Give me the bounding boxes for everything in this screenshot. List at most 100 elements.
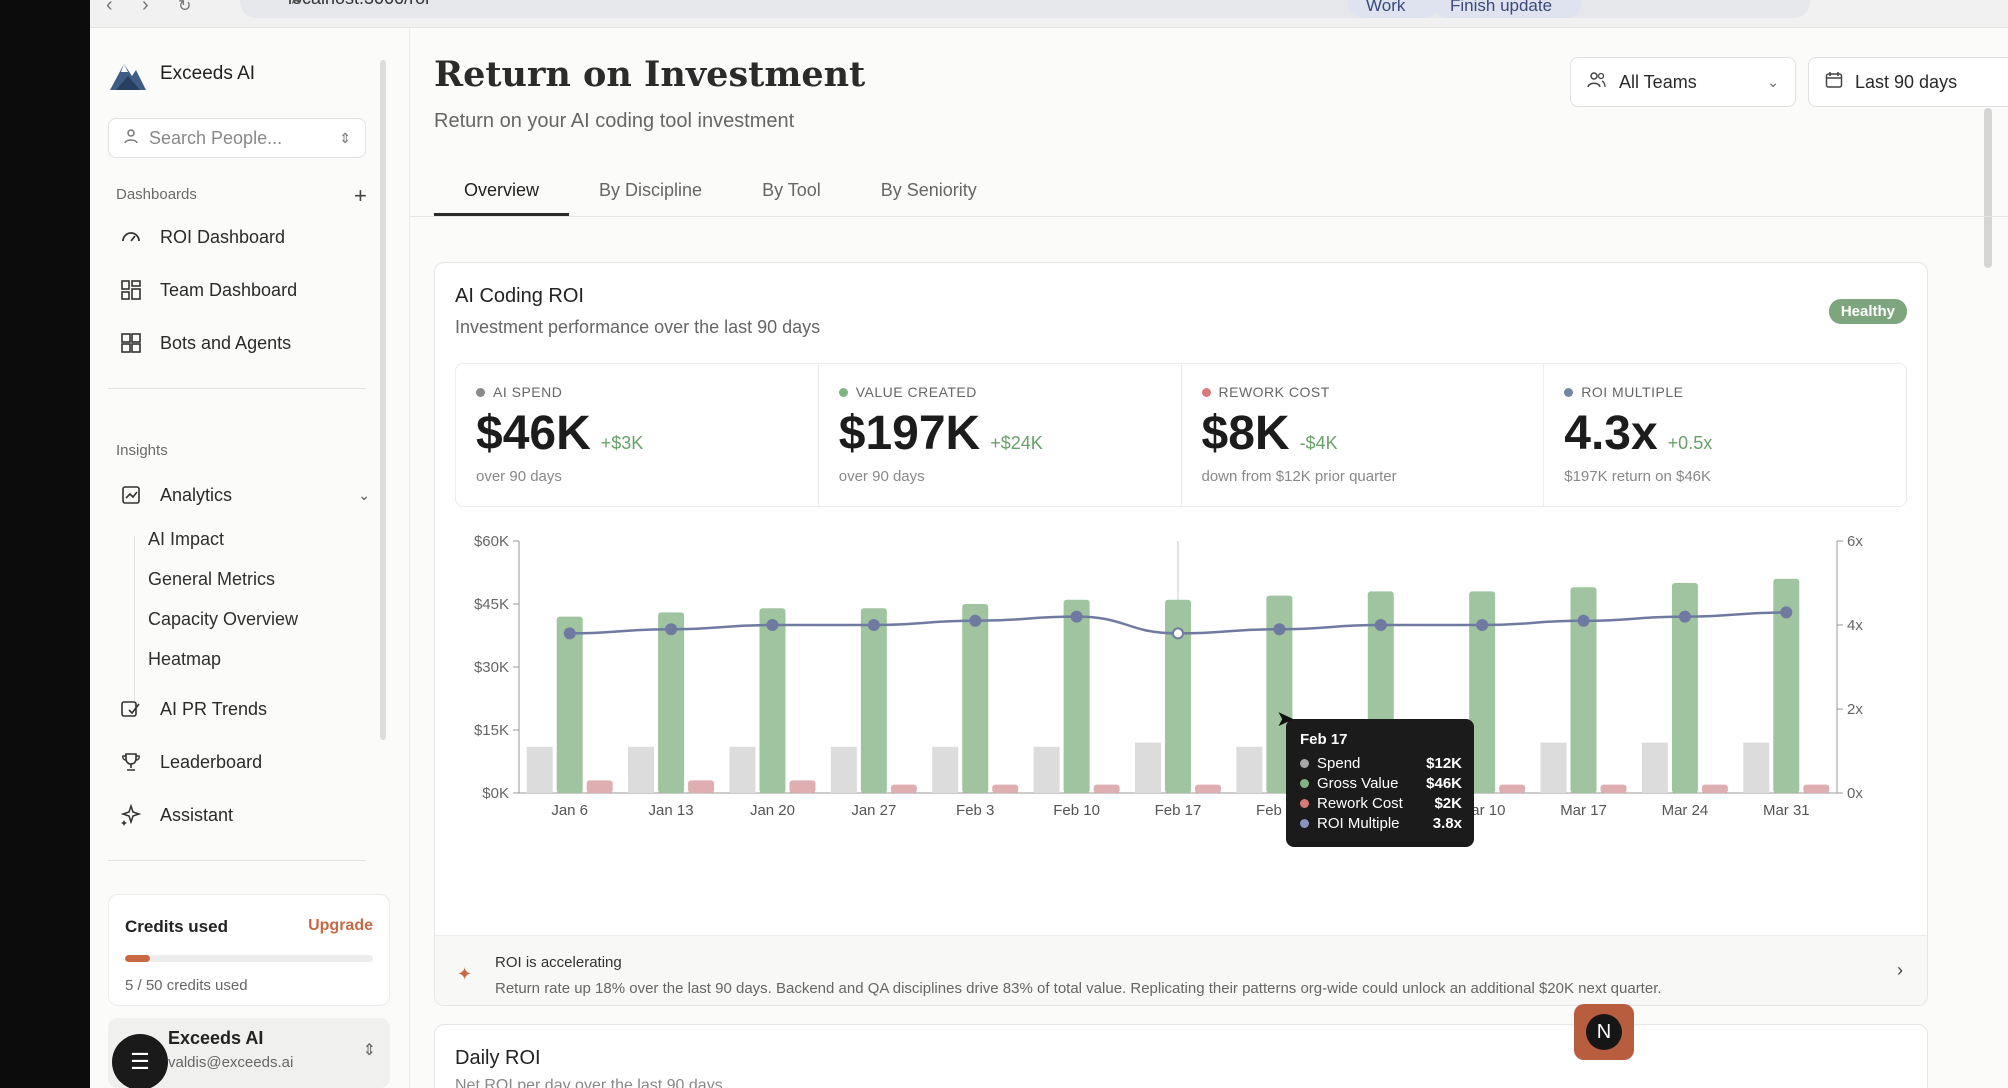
person-icon <box>123 128 139 149</box>
kpi-value: 4.3x +0.5x <box>1564 406 1712 461</box>
insight-body: Return rate up 18% over the last 90 days… <box>495 980 1662 997</box>
sidebar-item-label: Bots and Agents <box>160 332 292 353</box>
upgrade-link[interactable]: Upgrade <box>308 917 373 934</box>
sidebar-item-assistant[interactable]: Assistant <box>120 804 233 826</box>
bar-spend <box>1540 742 1567 793</box>
search-people-input[interactable]: Search People... ⇕ <box>108 118 366 158</box>
bar-gross-value <box>1266 595 1293 793</box>
kpi-row: AI SPEND $46K +$3K over 90 days VALUE CRE… <box>455 363 1907 507</box>
sidebar-item-analytics[interactable]: Analytics ⌄ <box>120 484 370 506</box>
bookmark-star-icon[interactable]: ★ <box>288 0 1790 9</box>
n-logo-icon: N <box>1586 1014 1622 1050</box>
bar-spend <box>1033 746 1060 793</box>
x-tick-label: Jan 6 <box>551 802 588 819</box>
legend-dot <box>1300 819 1309 828</box>
legend-dot <box>1201 387 1211 397</box>
kpi-value-text: $46K <box>476 407 591 460</box>
sidebar-scrollbar[interactable] <box>380 60 386 740</box>
pr-icon <box>120 698 142 720</box>
sidebar-subitem-heatmap[interactable]: Heatmap <box>148 649 222 669</box>
bar-gross-value <box>860 608 887 793</box>
bar-spend <box>1135 742 1161 793</box>
tab-overview[interactable]: Overview <box>434 168 570 216</box>
roi-point <box>1577 614 1590 627</box>
kpi-value: $8K -$4K <box>1202 406 1338 461</box>
brand[interactable]: Exceeds AI <box>108 56 255 92</box>
kpi-label-text: AI SPEND <box>493 384 563 400</box>
tooltip-row: Spend $12K <box>1300 755 1462 772</box>
profile-pill[interactable]: Work <box>1348 0 1440 18</box>
next-devtools-button[interactable]: N <box>1574 1004 1634 1060</box>
sidebar-item-leaderboard[interactable]: Leaderboard <box>120 751 262 773</box>
card-title: AI Coding ROI <box>455 285 584 307</box>
browser-toolbar: ‹ › ↻ localhost:3000/roi ★ Work Finish u… <box>90 0 2008 28</box>
sidebar-item-bots-and-agents[interactable]: Bots and Agents <box>120 332 291 354</box>
team-filter-dropdown[interactable]: All Teams ⌄ <box>1570 57 1796 107</box>
y-tick-label: $15K <box>474 722 509 739</box>
bar-gross-value <box>962 604 989 793</box>
kpi-label-text: VALUE CREATED <box>855 384 977 400</box>
search-placeholder: Search People... <box>149 127 283 148</box>
x-tick-label: Jan 27 <box>851 802 896 819</box>
reload-icon[interactable]: ↻ <box>178 0 192 15</box>
tooltip-value: $2K <box>1434 795 1462 812</box>
kpi-delta: +$24K <box>990 433 1043 453</box>
bar-gross-value <box>1469 591 1496 793</box>
kpi-note: over 90 days <box>838 468 925 485</box>
sidebar-subitem-general-metrics[interactable]: General Metrics <box>148 569 276 589</box>
y-tick-label: $0K <box>482 785 509 802</box>
date-range-value: Last 90 days <box>1855 71 1958 92</box>
finish-update-pill[interactable]: Finish update <box>1432 0 1582 18</box>
sidebar-item-team-dashboard[interactable]: Team Dashboard <box>120 279 297 301</box>
chart-tooltip: Feb 17 Spend $12K Gross Value $46K Rework … <box>1286 719 1474 847</box>
chevron-right-icon[interactable]: › <box>1897 960 1903 980</box>
tab-by-discipline[interactable]: By Discipline <box>599 180 703 200</box>
sidebar-subitem-capacity-overview[interactable]: Capacity Overview <box>148 609 299 629</box>
sidebar-item-roi-dashboard[interactable]: ROI Dashboard <box>120 226 285 248</box>
bar-rework-cost <box>1701 784 1728 793</box>
updown-chevron-icon: ⇕ <box>339 129 351 146</box>
tooltip-value: 3.8x <box>1432 815 1462 832</box>
account-switcher[interactable]: Exceeds AI valdis@exceeds.ai ⇕ <box>108 1018 390 1088</box>
status-badge: Healthy <box>1828 299 1907 324</box>
bar-spend <box>1641 742 1668 793</box>
kpi-label: ROI MULTIPLE <box>1564 384 1683 400</box>
kpi-value: $46K +$3K <box>476 406 643 461</box>
kpi-label-text: ROI MULTIPLE <box>1581 384 1684 400</box>
roi-combo-chart[interactable]: $0K $15K $30K $45K $60K 0x 2x 4x 6x Jan 6 Jan 13 Ja… <box>455 521 1907 831</box>
insight-title: ROI is accelerating <box>495 954 622 971</box>
tooltip-label: Spend <box>1317 755 1361 772</box>
sidebar-item-label: AI PR Trends <box>160 698 268 719</box>
daily-roi-card: Daily ROI Net ROI per day over the last … <box>434 1024 1928 1088</box>
y-tick-label: $30K <box>474 659 509 676</box>
account-name: Exceeds AI <box>168 1028 264 1048</box>
kpi-delta: -$4K <box>1299 433 1338 453</box>
bar-gross-value <box>556 616 583 793</box>
main-scrollbar[interactable] <box>1984 108 1992 268</box>
analytics-icon <box>120 484 142 506</box>
kpi-note: down from $12K prior quarter <box>1201 468 1397 485</box>
bar-rework-cost <box>1195 784 1221 793</box>
tooltip-value: $46K <box>1426 775 1462 792</box>
card-title: Daily ROI <box>455 1047 541 1069</box>
chevron-down-icon: ⌄ <box>2005 74 2008 91</box>
add-dashboard-icon[interactable]: + <box>354 183 367 208</box>
tooltip-row: Rework Cost $2K <box>1300 795 1462 812</box>
sidebar-item-label: Analytics <box>160 484 233 505</box>
sidebar-item-ai-pr-trends[interactable]: AI PR Trends <box>120 698 267 720</box>
bar-spend <box>729 746 756 793</box>
date-range-dropdown[interactable]: Last 90 days ⌄ <box>1808 57 2008 107</box>
tab-by-seniority[interactable]: By Seniority <box>880 180 977 200</box>
back-icon[interactable]: ‹ <box>106 0 113 16</box>
sidebar-subitem-ai-impact[interactable]: AI Impact <box>148 529 225 549</box>
tab-by-tool[interactable]: By Tool <box>762 180 821 200</box>
kpi-value-text: 4.3x <box>1564 407 1658 460</box>
bar-gross-value <box>759 608 786 793</box>
insight-banner[interactable]: ✦ ROI is accelerating Return rate up 18%… <box>435 935 1927 1005</box>
legend-dot <box>1564 387 1574 397</box>
ai-coding-roi-card: AI Coding ROI Investment performance ove… <box>434 262 1928 1006</box>
forward-icon[interactable]: › <box>142 0 149 16</box>
chevron-down-icon[interactable]: ⌄ <box>358 486 370 503</box>
bar-gross-value <box>658 612 685 793</box>
filter-menu-fab[interactable]: ☰ <box>112 1034 168 1088</box>
